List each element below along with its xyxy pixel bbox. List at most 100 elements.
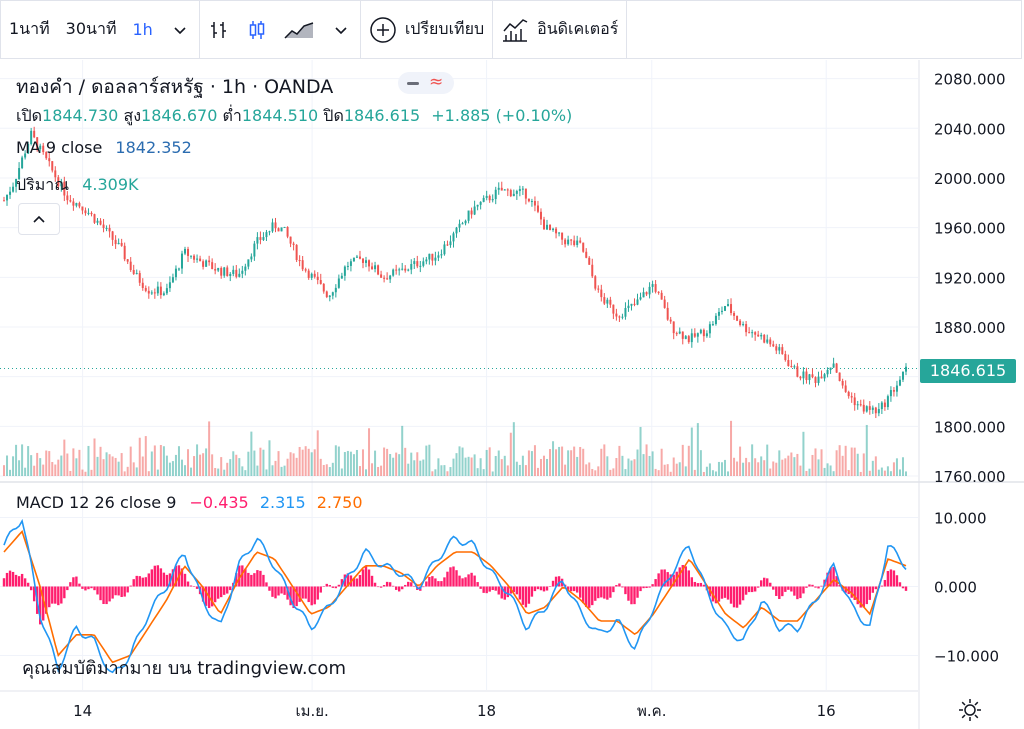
candle-body [292,243,295,245]
macd-histogram-bar [26,582,30,587]
candle-body [564,239,567,245]
macd-histogram-bar [268,586,271,591]
price-tick-label: 1760.000 [934,468,1006,486]
candle-body [727,304,730,307]
volume-bar [187,449,190,476]
macd-histogram-bar [195,586,199,589]
volume-bar [570,450,573,476]
volume-bar [256,465,259,476]
indicators-button[interactable]: อินดิเคเตอร์ [493,1,626,59]
volume-bar [298,446,301,476]
interval-dropdown[interactable] [161,1,199,59]
volume-bar [633,459,636,476]
macd-histogram-bar [781,586,784,597]
candle-body [277,228,280,232]
volume-bar [361,449,364,476]
macd-histogram-bar [759,580,763,587]
volume-bar [371,463,374,476]
candle-body [256,237,259,244]
candle-body [331,292,334,296]
macd-histogram-bar [192,586,196,587]
macd-histogram-bar [829,567,832,587]
candle-body [717,311,720,316]
volume-bar [696,423,699,476]
candle-body [862,404,865,412]
candle-body [512,193,515,197]
interval-1m-button[interactable]: 1นาที [9,19,50,38]
candle-body [349,261,352,266]
candle-body [307,270,310,278]
volume-bar [546,458,549,476]
candlestick-button[interactable] [238,1,276,59]
macd-histogram-bar [410,582,413,587]
volume-bar [108,454,111,476]
compare-button[interactable]: เปรียบเทียบ [361,1,492,59]
macd-histogram-bar [575,586,579,593]
macd-histogram-bar [340,579,344,587]
candle-body [536,205,539,212]
candle-body [123,245,126,260]
macd-legend[interactable]: MACD 12 26 close 9 −0.435 2.315 2.750 [16,493,363,512]
macd-histogram-bar [784,586,787,592]
macd-histogram-bar [102,586,105,604]
volume-bar [739,446,742,476]
candle-body [678,331,681,334]
candle-body [244,266,247,271]
bar-chart-button[interactable] [200,1,238,59]
volume-bar [184,465,187,476]
collapse-legend-button[interactable] [18,203,60,235]
candle-body [506,189,509,191]
volume-bar [778,450,781,476]
macd-histogram-bar [657,573,660,587]
macd-histogram-bar [186,581,190,587]
volume-bar [705,466,708,476]
macd-histogram-bar [853,586,856,600]
volume-bar [331,462,334,476]
volume-bar [174,454,177,476]
macd-histogram-bar [862,586,865,608]
macd-histogram-bar [455,570,458,587]
volume-bar [853,447,856,476]
volume-bar [723,459,726,476]
candle-body [458,223,461,228]
area-chart-button[interactable] [276,1,322,59]
settings-button[interactable] [957,697,983,723]
volume-bar [377,466,380,476]
macd-histogram-bar [174,565,178,587]
time-tick-label: 16 [817,702,836,720]
chart-type-dropdown[interactable] [322,1,360,59]
volume-bar [205,448,208,476]
volume-bar [579,446,582,476]
candle-body [45,152,48,159]
symbol-title[interactable]: ทองคำ / ดอลลาร์สหรัฐ · 1h · OANDA [16,76,334,98]
macd-histogram-bar [440,581,443,587]
macd-histogram-bar [289,586,292,606]
watermark[interactable]: คุณสมบัติมากมาย บน tradingview.com [22,658,346,679]
legend-toggle[interactable]: ≈ [398,72,454,94]
volume-bar [180,459,183,476]
macd-histogram-bar [313,586,316,605]
close-value: 1846.615 [343,106,421,125]
macd-histogram-bar [147,573,151,587]
macd-histogram-bar [566,586,570,590]
volume-legend[interactable]: ปริมาณ 4.309K [16,173,139,198]
candle-body [479,201,482,205]
volume-bar [111,456,114,476]
candle-body [642,292,645,298]
macd-histogram-bar [388,582,392,587]
macd-histogram-bar [274,586,277,599]
candle-body [265,232,268,238]
macd-histogram-bar [2,578,6,587]
candle-body [775,346,778,351]
macd-histogram-bar [609,586,612,598]
candle-body [754,332,757,335]
ma-legend[interactable]: MA 9 close 1842.352 [16,138,192,157]
candle-body [217,267,220,271]
volume-bar [790,452,793,476]
interval-1h-button[interactable]: 1h [132,20,153,39]
candle-body [877,409,880,414]
volume-bar [135,467,138,476]
candle-body [690,333,693,343]
volume-bar [564,464,567,476]
interval-30m-button[interactable]: 30นาที [65,19,117,38]
